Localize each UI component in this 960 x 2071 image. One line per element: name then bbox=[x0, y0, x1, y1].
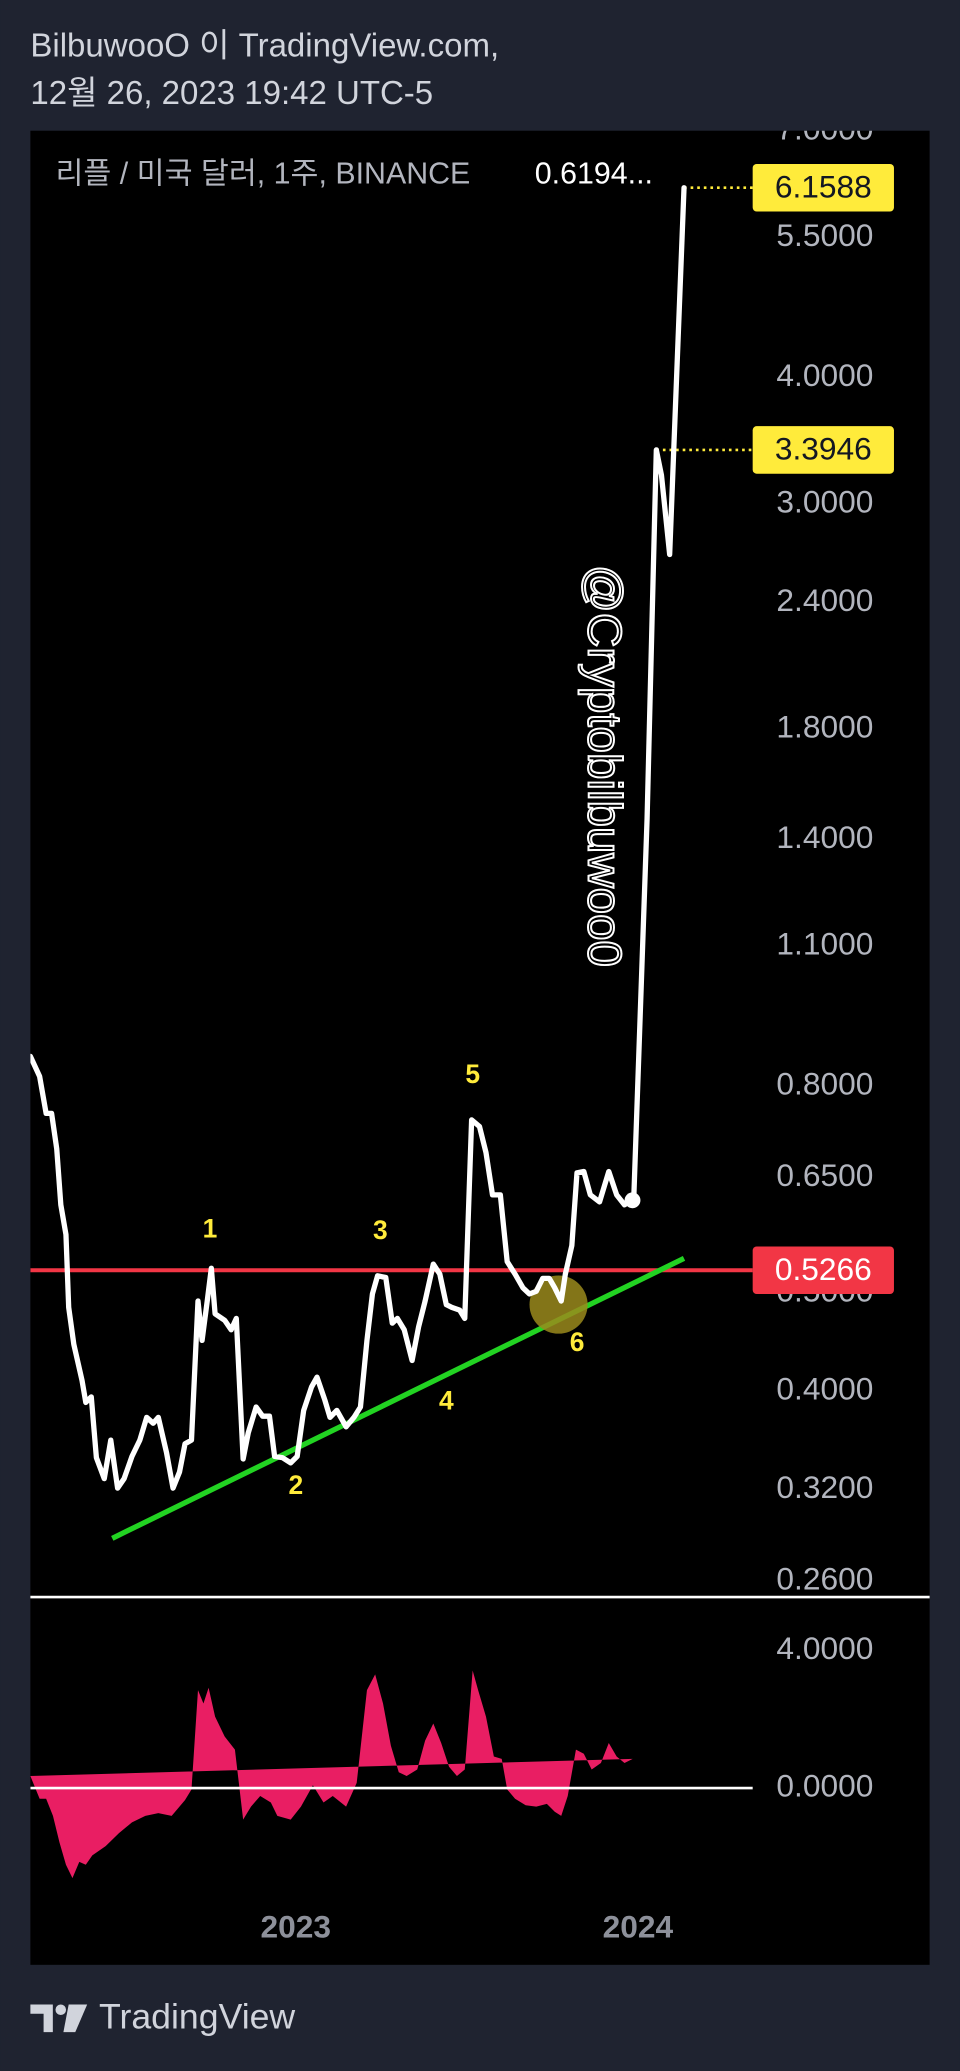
y-tick-label: 7.0000 bbox=[776, 111, 873, 147]
indicator-area bbox=[30, 1670, 633, 1879]
brand-name: TradingView bbox=[99, 1996, 295, 2036]
y-tick-label: 0.2600 bbox=[776, 1560, 873, 1596]
wave-label: 2 bbox=[288, 1470, 303, 1500]
price-pane: 7.0000 5.5000 4.0000 3.0000 2.4000 1.8000 1.40… bbox=[30, 111, 894, 1596]
date-line: 12월 26, 2023 19:42 UTC-5 bbox=[30, 74, 433, 111]
y-tick-label: 5.5000 bbox=[776, 217, 873, 253]
price-label-box bbox=[752, 426, 894, 474]
symbol-title: 리플 / 미국 달러, 1주, BINANCE bbox=[55, 158, 470, 191]
trend-line bbox=[111, 1256, 686, 1541]
y-tick-label: 0.8000 bbox=[776, 1066, 873, 1102]
watermark: @Cryptobilbuwoo0 bbox=[577, 565, 630, 967]
y-tick-label: 3.0000 bbox=[776, 484, 873, 520]
x-tick-label: 2023 bbox=[261, 1909, 332, 1945]
y-tick-label: 2.4000 bbox=[776, 582, 873, 618]
y-tick-label: 4.0000 bbox=[776, 1630, 873, 1666]
wave-label: 3 bbox=[373, 1215, 388, 1245]
chart-panel bbox=[30, 130, 930, 1965]
wave-label: 1 bbox=[203, 1214, 218, 1244]
price-label: 6.1588 bbox=[775, 168, 872, 204]
last-value: 0.6194... bbox=[535, 158, 653, 191]
highlight-circle bbox=[529, 1275, 588, 1334]
price-label-box bbox=[752, 163, 894, 212]
y-tick-label: 1.4000 bbox=[776, 819, 873, 855]
author-line: BilbuwooO 이 TradingView.com, bbox=[30, 26, 499, 63]
price-label: 3.3946 bbox=[775, 431, 872, 467]
y-tick-label: 1.1000 bbox=[776, 925, 873, 961]
x-tick-label: 2024 bbox=[603, 1909, 674, 1945]
price-line-series bbox=[30, 185, 687, 1491]
wave-label: 6 bbox=[570, 1327, 585, 1357]
price-label-box bbox=[752, 1246, 894, 1295]
y-tick-label: 0.0000 bbox=[776, 1767, 873, 1803]
y-tick-label: 4.0000 bbox=[776, 357, 873, 393]
y-tick-label: 0.6500 bbox=[776, 1157, 873, 1193]
wave-label: 4 bbox=[439, 1385, 454, 1415]
price-label: 0.5266 bbox=[775, 1251, 872, 1287]
y-tick-label: 1.8000 bbox=[776, 709, 873, 745]
last-point-dot bbox=[624, 1192, 641, 1209]
tradingview-logo bbox=[30, 2004, 88, 2033]
wave-label: 5 bbox=[465, 1059, 480, 1089]
y-tick-label: 0.4000 bbox=[776, 1371, 873, 1407]
y-tick-label: 0.3200 bbox=[776, 1469, 873, 1505]
indicator-pane: 4.0000 0.0000 2023 2024 bbox=[30, 1630, 873, 1945]
